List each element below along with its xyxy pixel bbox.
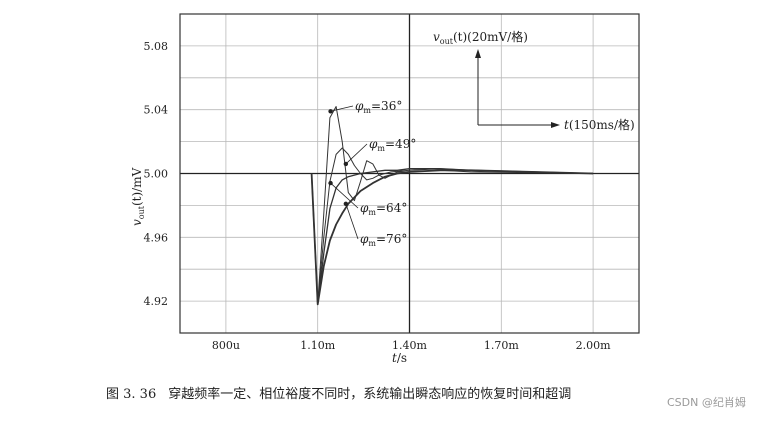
t-scale-label: t(150ms/格)	[564, 117, 635, 132]
y-tick-label: 5.00	[144, 168, 169, 181]
series-label: φm=36°	[355, 99, 402, 115]
curve-labels: φm=36° φm=49° φm=64° φm=76°	[328, 99, 416, 248]
series-group	[310, 106, 594, 306]
plot-area	[179, 13, 640, 334]
watermark: CSDN @纪肖姆	[667, 396, 746, 409]
y-tick-label: 5.08	[144, 40, 169, 53]
series-label: φm=64°	[360, 201, 407, 217]
y-axis-title: vout(t)/mV	[130, 167, 146, 226]
label-leader-line	[330, 105, 354, 112]
series-label: φm=49°	[369, 137, 416, 153]
y-tick-label: 4.92	[144, 295, 169, 308]
x-tick-labels: 800u 1.10m 1.40m 1.70m 2.00m	[212, 339, 611, 352]
t-scale-arrowhead	[551, 122, 560, 128]
v-scale-label: vout(t)(20mV/格)	[433, 29, 528, 46]
x-tick-label: 2.00m	[576, 339, 611, 352]
y-tick-label: 5.04	[144, 104, 169, 117]
x-axis-title: t/s	[392, 351, 407, 365]
x-tick-label: 1.10m	[300, 339, 335, 352]
label-leader-line	[345, 143, 368, 165]
series-line	[310, 168, 594, 305]
label-leader-line	[345, 203, 359, 240]
label-leader-line	[330, 182, 359, 209]
y-tick-labels: 4.92 4.96 5.00 5.04 5.08	[144, 40, 169, 308]
x-tick-label: 1.70m	[484, 339, 519, 352]
x-tick-label: 1.40m	[392, 339, 427, 352]
figure-caption: 图 3. 36 穿越频率一定、相位裕度不同时，系统输出瞬态响应的恢复时间和超调	[106, 383, 571, 402]
series-label: φm=76°	[360, 232, 407, 248]
v-scale-arrowhead	[475, 49, 481, 58]
caption-text: 穿越频率一定、相位裕度不同时，系统输出瞬态响应的恢复时间和超调	[168, 387, 572, 402]
x-tick-label: 800u	[212, 339, 240, 352]
series-line	[310, 169, 594, 306]
y-tick-label: 4.96	[144, 231, 169, 244]
scale-annotation: vout(t)(20mV/格) t(150ms/格)	[433, 29, 635, 132]
figure-number: 图 3. 36	[106, 387, 157, 402]
